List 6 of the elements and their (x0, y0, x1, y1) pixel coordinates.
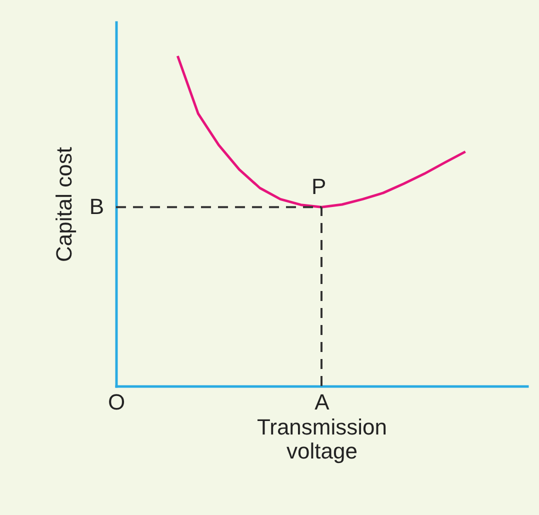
x-tick-label: A (314, 390, 330, 414)
y-axis-title: Capital cost (52, 147, 76, 262)
x-axis-title: Transmission voltage (257, 414, 387, 464)
x-tick-label: O (108, 390, 126, 414)
text: B (89, 194, 104, 220)
annotation: P (312, 174, 326, 200)
